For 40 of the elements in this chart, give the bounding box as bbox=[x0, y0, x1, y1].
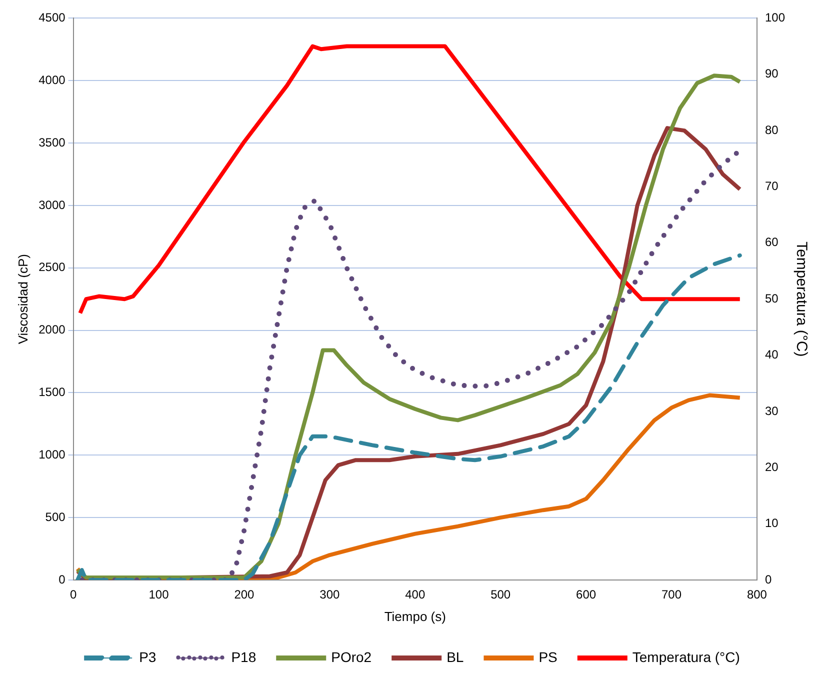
y-axis-title: Viscosidad (cP) bbox=[15, 254, 30, 344]
y-tick-label: 2000 bbox=[38, 322, 66, 337]
x-tick-label: 700 bbox=[662, 588, 682, 602]
legend-label: Temperatura (°C) bbox=[632, 648, 740, 665]
y-tick-label: 0 bbox=[58, 572, 66, 586]
x-tick-label: 300 bbox=[320, 588, 340, 602]
x-tick-label: 100 bbox=[148, 588, 170, 602]
y-tick-label: 500 bbox=[45, 510, 66, 524]
legend-label: P3 bbox=[139, 648, 156, 665]
y-tick-label: 1500 bbox=[38, 385, 66, 400]
line-series bbox=[76, 253, 742, 580]
y-tick-label: 4000 bbox=[38, 72, 66, 87]
y2-tick-label: 20 bbox=[764, 460, 779, 474]
legend-label: P18 bbox=[231, 648, 256, 665]
y2-axis-title: Temperatura (°C) bbox=[792, 242, 810, 357]
x-tick-label: 800 bbox=[746, 588, 768, 602]
x-tick-label: 600 bbox=[576, 588, 596, 602]
y2-tick-label: 70 bbox=[764, 179, 779, 194]
y2-tick-label: 40 bbox=[764, 348, 779, 362]
legend-label: POro2 bbox=[331, 648, 372, 665]
x-axis-title: Tiempo (s) bbox=[384, 608, 446, 624]
y2-tick-label: 90 bbox=[764, 66, 779, 81]
y-tick-label: 2500 bbox=[38, 260, 66, 274]
y-tick-label: 1000 bbox=[38, 447, 66, 462]
y2-tick-label: 60 bbox=[764, 235, 779, 250]
x-tick-label: 500 bbox=[490, 588, 511, 602]
y-tick-label: 4500 bbox=[38, 10, 66, 25]
y-tick-label: 3000 bbox=[38, 198, 66, 212]
y-tick-label: 3500 bbox=[38, 135, 66, 150]
x-tick-label: 200 bbox=[234, 588, 255, 602]
legend-label: PS bbox=[538, 648, 558, 665]
x-tick-label: 0 bbox=[70, 588, 77, 602]
y2-tick-label: 10 bbox=[764, 516, 779, 530]
y2-tick-label: 50 bbox=[764, 291, 779, 306]
y2-tick-label: 0 bbox=[764, 572, 772, 586]
y2-tick-label: 100 bbox=[764, 10, 786, 25]
y2-tick-label: 30 bbox=[764, 404, 779, 418]
y2-tick-label: 80 bbox=[764, 122, 779, 137]
x-tick-label: 400 bbox=[405, 588, 426, 602]
legend-label: BL bbox=[446, 648, 464, 665]
